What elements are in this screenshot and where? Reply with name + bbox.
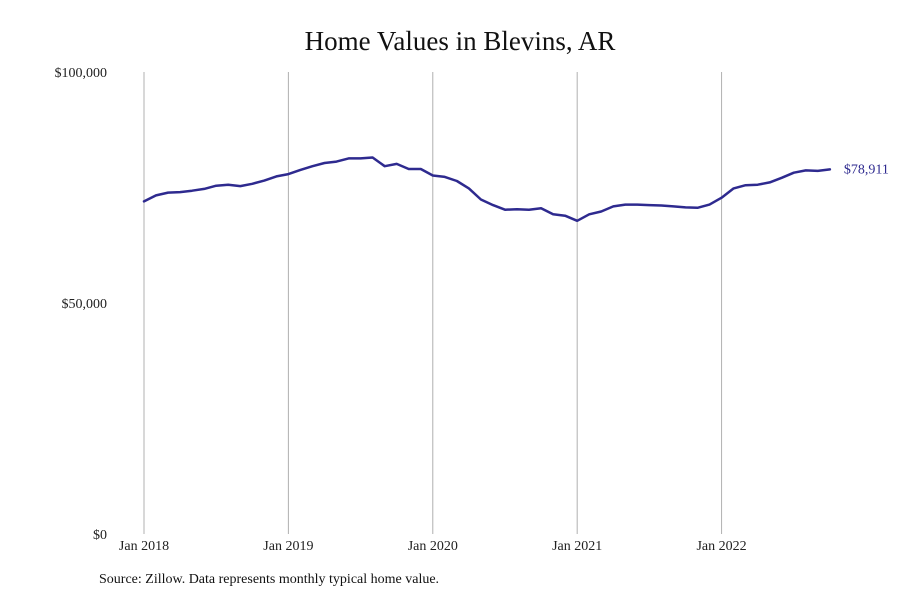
x-axis-ticks: Jan 2018 Jan 2019 Jan 2020 Jan 2021 Jan 2022 — [119, 539, 747, 554]
y-tick-label: $100,000 — [55, 66, 108, 81]
x-tick-label: Jan 2021 — [552, 539, 602, 554]
x-tick-label: Jan 2018 — [119, 539, 169, 554]
source-note: Source: Zillow. Data represents monthly … — [99, 572, 440, 587]
x-tick-label: Jan 2020 — [408, 539, 458, 554]
end-value-label: $78,911 — [844, 162, 889, 177]
y-axis-ticks: $0 $50,000 $100,000 — [55, 66, 108, 543]
series-line-0 — [142, 156, 832, 223]
x-tick-label: Jan 2019 — [263, 539, 313, 554]
gridlines — [143, 72, 723, 534]
x-tick-label: Jan 2022 — [696, 539, 746, 554]
y-tick-label: $0 — [93, 528, 107, 543]
chart-title: Home Values in Blevins, AR — [304, 26, 616, 56]
y-tick-label: $50,000 — [62, 297, 108, 312]
series-group: $78,911 — [142, 156, 889, 223]
